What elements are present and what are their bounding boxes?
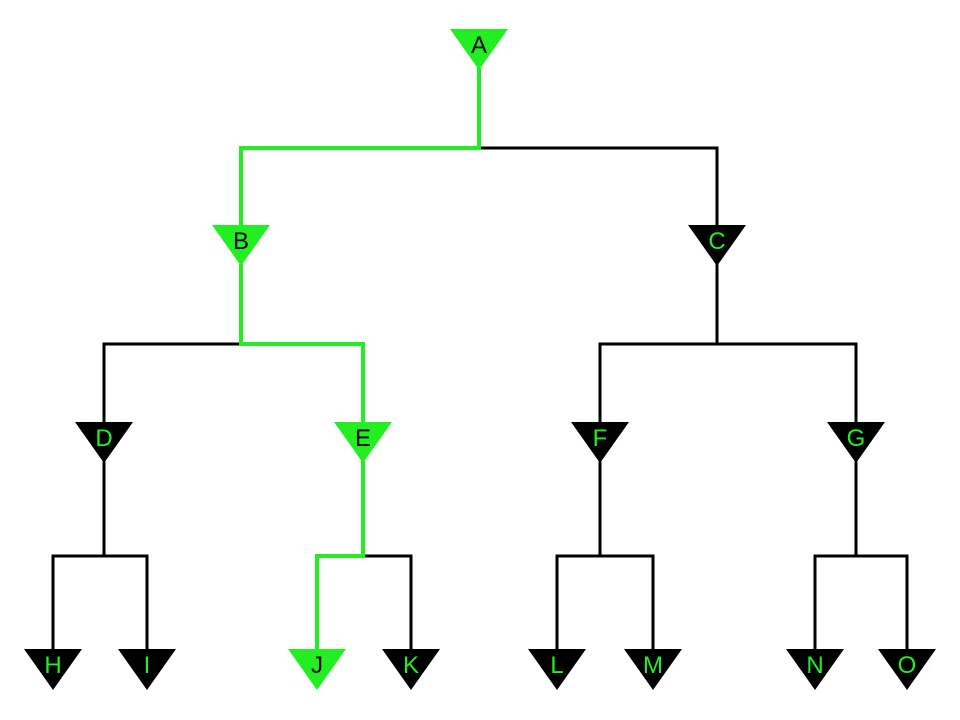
node-triangle — [450, 29, 508, 70]
node-I: I — [118, 649, 176, 690]
node-K: K — [382, 649, 440, 690]
node-label: N — [806, 652, 823, 679]
node-label: E — [355, 425, 371, 452]
node-N: N — [786, 649, 844, 690]
node-C: C — [688, 225, 746, 266]
node-G: G — [827, 422, 885, 463]
node-label: I — [144, 652, 151, 679]
node-triangle — [382, 649, 440, 690]
node-J: J — [288, 649, 346, 690]
node-label: B — [233, 228, 249, 255]
node-triangle — [624, 649, 682, 690]
edge-F-L — [555, 461, 602, 651]
node-label: C — [708, 228, 725, 255]
edge-E-K — [361, 461, 413, 651]
node-label: H — [44, 652, 61, 679]
edge-C-F — [598, 264, 719, 424]
edge-G-O — [854, 461, 909, 651]
node-triangle — [288, 649, 346, 690]
nodes-layer: A B C D E F G H I J K L M N O — [24, 29, 936, 690]
node-triangle — [528, 649, 586, 690]
edge-G-N — [813, 461, 858, 651]
node-E: E — [334, 422, 392, 463]
node-triangle — [878, 649, 936, 690]
node-O: O — [878, 649, 936, 690]
node-label: G — [847, 425, 866, 452]
node-label: A — [471, 32, 487, 59]
edges-layer — [51, 68, 909, 651]
edge-A-C — [477, 68, 719, 227]
edge-C-G — [715, 264, 858, 424]
edge-F-M — [598, 461, 655, 651]
node-A: A — [450, 29, 508, 70]
node-D: D — [75, 422, 133, 463]
node-label: O — [898, 652, 917, 679]
edge-B-D — [102, 264, 243, 424]
node-label: D — [95, 425, 112, 452]
edge-B-E — [239, 264, 365, 424]
node-triangle — [118, 649, 176, 690]
node-triangle — [24, 649, 82, 690]
node-label: M — [643, 652, 663, 679]
node-F: F — [571, 422, 629, 463]
node-triangle — [75, 422, 133, 463]
node-triangle — [688, 225, 746, 266]
node-H: H — [24, 649, 82, 690]
node-label: F — [593, 425, 608, 452]
edge-D-I — [102, 461, 149, 651]
node-triangle — [786, 649, 844, 690]
node-triangle — [334, 422, 392, 463]
node-triangle — [212, 225, 270, 266]
edge-E-J — [315, 461, 365, 651]
node-triangle — [571, 422, 629, 463]
node-M: M — [624, 649, 682, 690]
node-triangle — [827, 422, 885, 463]
node-B: B — [212, 225, 270, 266]
node-label: J — [311, 652, 323, 679]
node-label: L — [550, 652, 563, 679]
node-L: L — [528, 649, 586, 690]
node-label: K — [403, 652, 419, 679]
edge-A-B — [239, 68, 481, 227]
edge-D-H — [51, 461, 106, 651]
